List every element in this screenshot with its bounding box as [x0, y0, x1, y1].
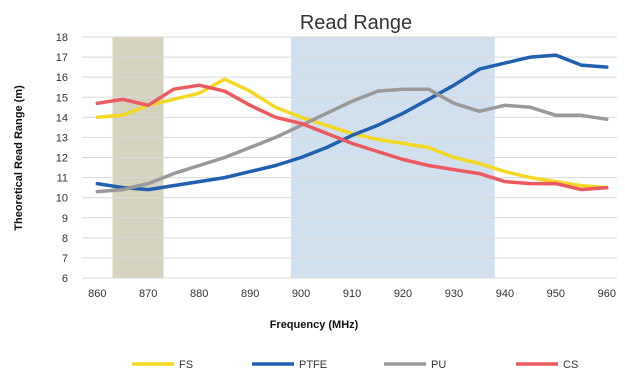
x-tick-label: 890 — [241, 288, 259, 300]
y-tick-label: 7 — [62, 253, 68, 265]
y-tick-label: 15 — [56, 92, 68, 104]
x-tick-label: 930 — [445, 288, 463, 300]
y-axis-label: Theoretical Read Range (m) — [13, 85, 25, 231]
legend-label-fs: FS — [179, 359, 193, 371]
series-line-ptfe — [95, 53, 609, 192]
y-tick-label: 14 — [56, 112, 68, 124]
y-tick-label: 11 — [57, 173, 68, 185]
x-tick-label: 960 — [598, 288, 616, 300]
x-tick-label: 920 — [394, 288, 412, 300]
x-tick-label: 860 — [88, 288, 106, 300]
y-tick-label: 17 — [56, 52, 68, 64]
series-line-pu — [95, 87, 609, 194]
x-tick-label: 940 — [496, 288, 514, 300]
y-tick-label: 18 — [56, 32, 68, 44]
x-tick-label: 880 — [190, 288, 208, 300]
x-tick-label: 950 — [547, 288, 565, 300]
x-tick-label: 900 — [292, 288, 310, 300]
y-axis-ticks: 6 7 8 9 10 11 12 13 14 15 16 17 18 — [56, 32, 68, 285]
legend: FS PTFE PU CS — [132, 359, 578, 371]
series-line-cs — [95, 83, 609, 192]
series-lines — [95, 53, 609, 194]
legend-label-ptfe: PTFE — [299, 359, 327, 371]
x-axis-ticks: 860 870 880 890 900 910 920 930 940 950 960 — [88, 288, 616, 300]
y-tick-label: 12 — [56, 153, 68, 165]
y-tick-label: 13 — [56, 132, 68, 144]
y-tick-label: 6 — [62, 273, 68, 285]
x-tick-label: 870 — [139, 288, 157, 300]
chart-title: Read Range — [300, 12, 412, 34]
y-tick-label: 10 — [56, 193, 68, 205]
x-axis-label: Frequency (MHz) — [270, 319, 359, 331]
legend-label-cs: CS — [563, 359, 578, 371]
y-tick-label: 8 — [62, 233, 68, 245]
series-line-fs — [95, 77, 609, 190]
y-tick-label: 16 — [56, 72, 68, 84]
legend-label-pu: PU — [431, 359, 446, 371]
x-tick-label: 910 — [343, 288, 361, 300]
y-tick-label: 9 — [62, 213, 68, 225]
